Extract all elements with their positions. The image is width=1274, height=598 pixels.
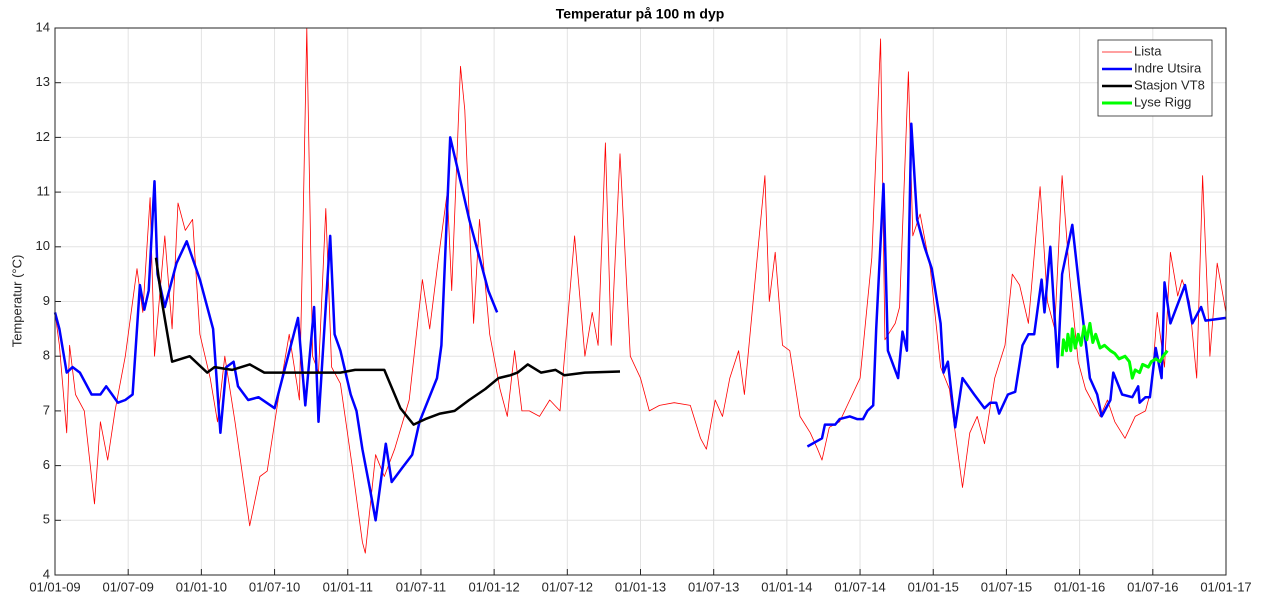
x-tick-label: 01/07-12 [542, 579, 593, 594]
x-tick-label: 01/07-15 [981, 579, 1032, 594]
y-axis-label: Temperatur (°C) [9, 255, 24, 348]
y-tick-label: 8 [43, 348, 50, 363]
x-tick-label: 01/01-10 [176, 579, 227, 594]
plot-frame [54, 27, 1227, 576]
x-tick-label: 01/01-09 [29, 579, 80, 594]
x-tick-label: 01/01-16 [1054, 579, 1105, 594]
x-tick-label: 01/07-09 [103, 579, 154, 594]
legend-label: Lista [1134, 43, 1162, 58]
x-tick-label: 01/01-11 [323, 579, 373, 594]
y-tick-label: 9 [43, 293, 50, 308]
lines [53, 27, 1227, 554]
x-tick-label: 01/01-15 [908, 579, 959, 594]
x-tick-label: 01/07-10 [249, 579, 300, 594]
series-line [54, 27, 1227, 554]
series-line [53, 122, 1227, 522]
x-tick-label: 01/07-13 [688, 579, 739, 594]
x-tick-label: 01/07-16 [1127, 579, 1178, 594]
legend-label: Stasjon VT8 [1134, 77, 1205, 92]
y-tick-label: 4 [43, 566, 50, 581]
y-tick-label: 13 [36, 74, 50, 89]
x-tick-label: 01/07-14 [834, 579, 885, 594]
y-tick-label: 10 [36, 238, 50, 253]
chart-title: Temperatur på 100 m dyp [556, 6, 725, 22]
y-tick-label: 12 [36, 129, 50, 144]
y-tick-label: 7 [43, 402, 50, 417]
x-tick-label: 01/07-11 [396, 579, 446, 594]
x-tick-label: 01/01-13 [615, 579, 666, 594]
x-tick-label: 01/01-12 [468, 579, 519, 594]
series-line [154, 257, 621, 426]
x-tick-label: 01/01-14 [761, 579, 812, 594]
y-tick-label: 14 [36, 19, 50, 34]
legend: Lista Indre Utsira Stasjon VT8 Lyse Rigg [1097, 39, 1213, 117]
y-tick-label: 5 [43, 512, 50, 527]
legend-label: Lyse Rigg [1134, 94, 1191, 109]
y-tick-label: 6 [43, 457, 50, 472]
series-line [1060, 321, 1169, 380]
x-tick-label: 01/01-17 [1200, 579, 1251, 594]
y-tick-label: 11 [37, 184, 51, 199]
legend-label: Indre Utsira [1134, 60, 1202, 75]
